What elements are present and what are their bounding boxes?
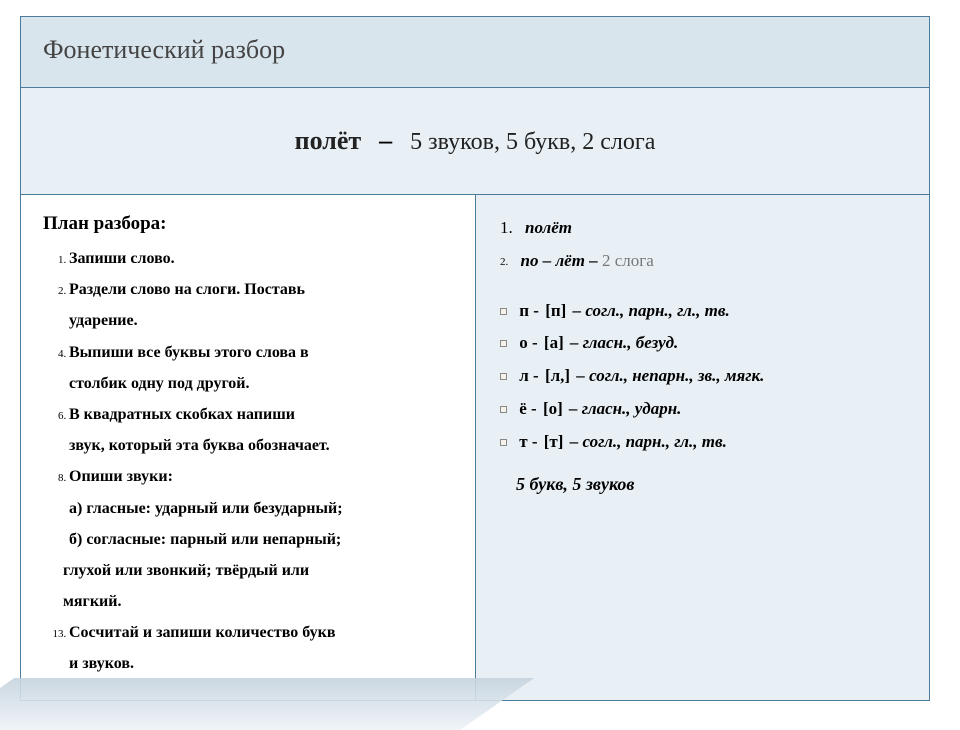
plan-item-cont: звук, который эта буква обозначает.	[43, 432, 457, 459]
columns: План разбора: Запиши слово. Раздели слов…	[21, 195, 929, 700]
letter: т -	[519, 432, 542, 451]
plan-item-cont: ударение.	[43, 307, 457, 334]
bracket: [л,]	[545, 366, 570, 385]
letter: л -	[519, 366, 543, 385]
letter-row: п - [п] – согл., парн., гл., тв.	[500, 296, 911, 326]
letter-row: о - [а] – гласн., безуд.	[500, 328, 911, 358]
plan-item-sub: б) согласные: парный или непарный;	[43, 526, 457, 553]
plan-item: Сосчитай и запиши количество букв	[69, 619, 457, 646]
letter: ё -	[519, 399, 541, 418]
letter: п -	[519, 301, 543, 320]
plan-item: Опиши звуки:	[69, 463, 457, 490]
bullet-icon	[500, 308, 507, 315]
letter-row: ё - [о] – гласн., ударн.	[500, 394, 911, 424]
plan-item: Выпиши все буквы этого слова в	[69, 339, 457, 366]
plan-item-cont: столбик одну под другой.	[43, 370, 457, 397]
example-syllables: по – лёт –	[521, 251, 598, 270]
example-syllable-count: 2 слога	[602, 251, 654, 270]
subtitle-bar: полёт – 5 звуков, 5 букв, 2 слога	[21, 88, 929, 195]
example-list: 1. полёт 2. по – лёт – 2 слога п - [п] –…	[498, 213, 911, 456]
bullet-icon	[500, 373, 507, 380]
bracket: [т]	[544, 432, 564, 451]
letter-sound-summary: 5 букв, 5 звуков	[516, 474, 911, 495]
plan-heading: План разбора:	[43, 213, 457, 235]
bullet-icon	[500, 340, 507, 347]
plan-item-cont: и звуков.	[43, 650, 457, 677]
letter: о -	[519, 333, 542, 352]
plan-item: В квадратных скобках напиши	[69, 401, 457, 428]
list-number: 1.	[500, 218, 513, 237]
plan-item: Запиши слово.	[69, 245, 457, 272]
plan-item-sub: мягкий.	[43, 588, 457, 615]
descriptor: – гласн., безуд.	[570, 333, 678, 352]
descriptor: – гласн., ударн.	[569, 399, 681, 418]
bullet-icon	[500, 406, 507, 413]
descriptor: – согл., парн., гл., тв.	[570, 432, 727, 451]
title-bar: Фонетический разбор	[21, 17, 929, 88]
example-column: 1. полёт 2. по – лёт – 2 слога п - [п] –…	[476, 195, 929, 700]
plan-list: Запиши слово. Раздели слово на слоги. По…	[43, 245, 457, 678]
plan-item: Раздели слово на слоги. Поставь	[69, 276, 457, 303]
subtitle-word: полёт	[295, 126, 362, 155]
list-number: 2.	[500, 256, 508, 268]
bracket: [а]	[544, 333, 564, 352]
subtitle-rest: 5 звуков, 5 букв, 2 слога	[410, 129, 655, 155]
subtitle-dash: –	[379, 126, 392, 155]
bracket: [о]	[543, 399, 563, 418]
example-word: полёт	[525, 218, 572, 237]
card: Фонетический разбор полёт – 5 звуков, 5 …	[20, 16, 930, 701]
letter-row: т - [т] – согл., парн., гл., тв.	[500, 427, 911, 457]
descriptor: – согл., парн., гл., тв.	[573, 301, 730, 320]
decorative-wedge	[0, 678, 534, 730]
plan-item-sub: а) гласные: ударный или безударный;	[43, 495, 457, 522]
plan-column: План разбора: Запиши слово. Раздели слов…	[21, 195, 476, 700]
plan-item-sub: глухой или звонкий; твёрдый или	[43, 557, 457, 584]
spacer	[500, 279, 911, 293]
descriptor: – согл., непарн., зв., мягк.	[576, 366, 764, 385]
example-line: 1. полёт	[500, 213, 911, 243]
example-line: 2. по – лёт – 2 слога	[500, 246, 911, 276]
page-title: Фонетический разбор	[43, 35, 907, 65]
letter-row: л - [л,] – согл., непарн., зв., мягк.	[500, 361, 911, 391]
bracket: [п]	[545, 301, 566, 320]
bullet-icon	[500, 439, 507, 446]
